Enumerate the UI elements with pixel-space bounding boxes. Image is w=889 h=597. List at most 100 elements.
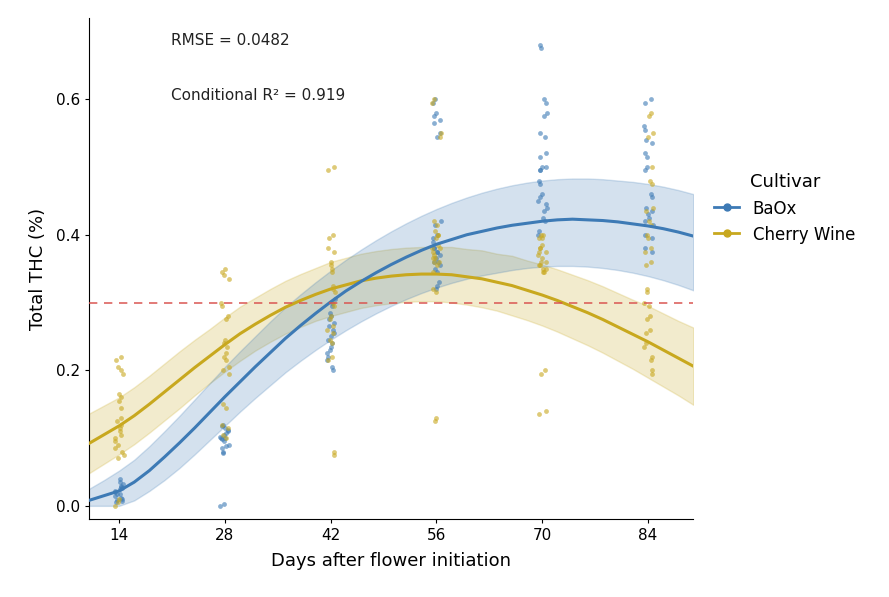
Point [325, 325, 340, 334]
Point [533, 244, 547, 253]
Point [216, 447, 230, 456]
Point [533, 165, 548, 175]
Point [323, 345, 337, 355]
Point [432, 128, 446, 138]
Point [428, 108, 443, 118]
Point [319, 325, 333, 334]
Point [109, 498, 124, 507]
Point [639, 260, 653, 270]
Point [327, 247, 341, 257]
Point [214, 267, 228, 277]
Point [430, 247, 444, 257]
Point [108, 501, 123, 510]
Point [327, 301, 341, 310]
Point [220, 433, 234, 443]
Point [531, 250, 545, 260]
Point [533, 128, 548, 138]
Point [428, 254, 442, 263]
Point [539, 257, 553, 267]
Point [219, 349, 233, 358]
Point [638, 207, 653, 216]
Point [322, 335, 336, 344]
Point [532, 260, 546, 270]
Point [538, 365, 552, 375]
Point [432, 257, 446, 267]
Text: Conditional R² = 0.919: Conditional R² = 0.919 [171, 88, 345, 103]
Point [426, 237, 440, 247]
Point [539, 406, 553, 416]
Point [432, 278, 446, 287]
Point [431, 230, 445, 239]
Point [644, 355, 658, 365]
Point [428, 227, 442, 236]
Point [427, 244, 441, 253]
Point [637, 244, 652, 253]
Point [640, 152, 654, 162]
Point [637, 149, 652, 158]
Point [327, 450, 341, 460]
Point [644, 94, 658, 104]
Point [219, 441, 233, 451]
Point [325, 298, 340, 307]
Point [219, 403, 233, 413]
Point [108, 491, 122, 500]
Point [328, 288, 342, 297]
Point [214, 421, 228, 430]
Point [535, 162, 549, 172]
Point [433, 244, 447, 253]
Point [537, 267, 551, 277]
Point [533, 230, 548, 239]
Point [537, 207, 551, 216]
Point [641, 233, 655, 243]
Point [114, 430, 128, 439]
Point [533, 176, 547, 185]
Point [540, 203, 554, 213]
Point [321, 165, 335, 175]
Point [323, 315, 337, 324]
Point [428, 118, 442, 128]
Point [540, 98, 554, 107]
Point [326, 162, 340, 172]
Point [322, 321, 336, 331]
Point [433, 250, 447, 260]
Point [645, 162, 660, 172]
Point [324, 301, 339, 310]
Point [536, 267, 550, 277]
Point [429, 254, 444, 263]
Point [321, 244, 335, 253]
Point [113, 490, 127, 499]
Point [328, 294, 342, 304]
Point [533, 179, 547, 189]
Point [536, 230, 550, 239]
Point [112, 396, 126, 405]
Point [327, 318, 341, 328]
Point [425, 244, 439, 253]
Point [429, 267, 444, 277]
Point [326, 365, 340, 375]
Point [533, 152, 548, 162]
Point [219, 428, 233, 438]
Point [433, 115, 447, 124]
Point [534, 240, 549, 250]
Point [640, 284, 654, 294]
Point [426, 254, 440, 263]
Point [220, 426, 235, 436]
Point [219, 315, 233, 324]
Point [327, 447, 341, 456]
Point [537, 112, 551, 121]
Point [325, 281, 340, 290]
Point [215, 301, 229, 310]
Point [216, 430, 230, 439]
Point [539, 199, 553, 209]
Point [428, 416, 442, 426]
Point [637, 125, 652, 134]
Point [327, 328, 341, 338]
Point [429, 260, 444, 270]
Point [645, 352, 659, 362]
Point [114, 481, 128, 490]
Point [539, 149, 553, 158]
Point [324, 308, 338, 318]
Point [645, 233, 660, 243]
Point [321, 352, 335, 362]
Point [324, 311, 338, 321]
